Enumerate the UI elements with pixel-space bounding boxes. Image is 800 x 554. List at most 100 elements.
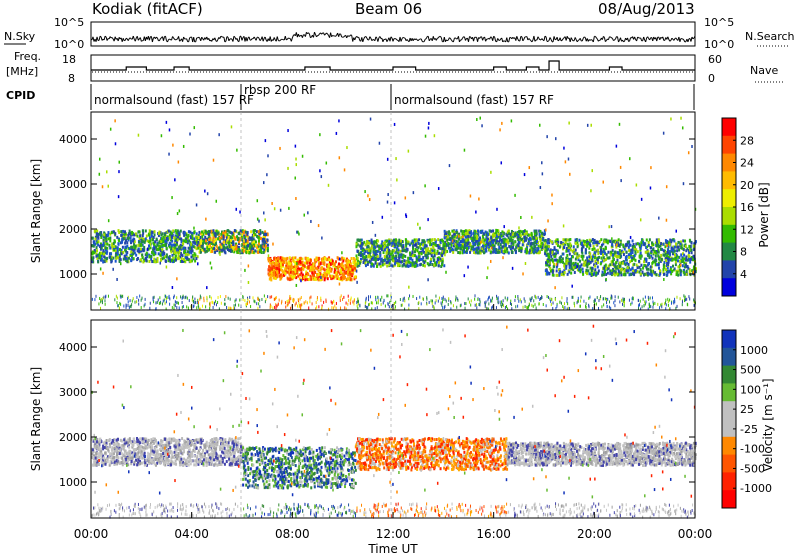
range-cell xyxy=(352,300,354,304)
range-cell xyxy=(550,299,552,303)
range-cell xyxy=(334,260,337,264)
range-cell xyxy=(342,297,344,301)
range-cell xyxy=(566,258,569,262)
range-cell xyxy=(584,251,587,255)
range-cell xyxy=(148,229,151,233)
range-cell xyxy=(147,244,150,248)
range-cell xyxy=(426,248,429,252)
range-cell xyxy=(412,294,414,298)
range-cell xyxy=(134,246,137,250)
range-cell xyxy=(220,235,223,239)
range-cell xyxy=(397,262,400,266)
range-cell xyxy=(159,245,162,249)
range-cell xyxy=(355,254,358,258)
range-cell xyxy=(349,301,351,305)
range-cell xyxy=(204,250,207,254)
range-cell xyxy=(239,251,242,255)
range-cell xyxy=(109,246,112,250)
range-cell xyxy=(387,302,389,306)
range-cell xyxy=(311,271,314,275)
range-cell xyxy=(404,307,406,311)
range-cell xyxy=(534,303,536,307)
range-cell xyxy=(374,261,377,265)
range-cell xyxy=(179,245,182,249)
range-cell xyxy=(410,253,413,257)
cpid-segment-2: rbsp 200 RF xyxy=(244,83,316,97)
range-cell xyxy=(226,233,229,237)
range-cell xyxy=(332,263,335,267)
range-cell xyxy=(323,268,326,272)
range-cell xyxy=(405,249,408,253)
range-cell xyxy=(342,268,345,272)
range-cell xyxy=(462,246,465,250)
range-cell xyxy=(573,270,576,274)
range-cell xyxy=(161,253,164,257)
range-cell xyxy=(191,234,194,238)
range-cell xyxy=(423,244,426,248)
range-cell xyxy=(127,297,129,301)
range-cell xyxy=(289,258,292,262)
range-cell xyxy=(124,230,127,234)
range-cell xyxy=(224,302,226,306)
range-cell xyxy=(474,303,476,307)
range-cell xyxy=(99,245,102,249)
range-cell xyxy=(129,304,131,308)
range-cell xyxy=(160,237,163,241)
range-cell xyxy=(597,251,600,255)
range-cell xyxy=(397,252,400,256)
range-cell xyxy=(511,233,514,237)
range-cell xyxy=(322,267,325,271)
freq-trace xyxy=(91,60,695,71)
range-cell xyxy=(415,238,418,242)
range-cell xyxy=(393,262,396,266)
range-cell xyxy=(275,304,277,308)
range-cell xyxy=(221,248,224,252)
range-cell xyxy=(270,270,273,274)
range-cell xyxy=(365,242,368,246)
range-cell xyxy=(467,234,470,238)
range-cell xyxy=(181,300,183,304)
range-cell xyxy=(246,248,249,252)
range-cell xyxy=(488,296,490,300)
range-cell xyxy=(229,306,231,310)
range-cell xyxy=(239,229,242,233)
range-cell xyxy=(182,257,185,261)
range-cell xyxy=(319,278,322,282)
range-cell xyxy=(359,257,362,261)
range-cell xyxy=(229,297,231,301)
range-cell xyxy=(424,247,427,251)
range-cell xyxy=(199,245,202,249)
range-cell xyxy=(638,244,641,248)
range-cell xyxy=(639,251,642,255)
range-cell xyxy=(679,273,682,277)
range-cell xyxy=(448,297,450,301)
range-cell xyxy=(329,274,332,278)
range-cell xyxy=(172,256,175,260)
range-cell xyxy=(244,248,247,252)
range-cell xyxy=(393,302,395,306)
range-cell xyxy=(330,300,332,304)
range-cell xyxy=(136,234,139,238)
range-cell xyxy=(195,232,198,236)
range-cell xyxy=(189,235,192,239)
range-cell xyxy=(628,298,630,302)
range-cell xyxy=(208,238,211,242)
range-cell xyxy=(456,297,458,301)
range-cell xyxy=(525,251,528,255)
range-cell xyxy=(120,252,123,256)
range-cell xyxy=(338,272,341,276)
range-cell xyxy=(303,275,306,279)
range-cell xyxy=(190,255,193,259)
range-cell xyxy=(565,266,568,270)
range-cell xyxy=(263,294,265,298)
range-cell xyxy=(339,296,341,300)
range-cell xyxy=(192,257,195,261)
range-cell xyxy=(153,295,155,299)
range-cell xyxy=(132,297,134,301)
range-cell xyxy=(446,235,449,239)
range-cell xyxy=(287,264,290,268)
range-cell xyxy=(660,257,663,261)
range-cell xyxy=(357,259,360,263)
range-cell xyxy=(199,250,202,254)
range-cell xyxy=(188,246,191,250)
